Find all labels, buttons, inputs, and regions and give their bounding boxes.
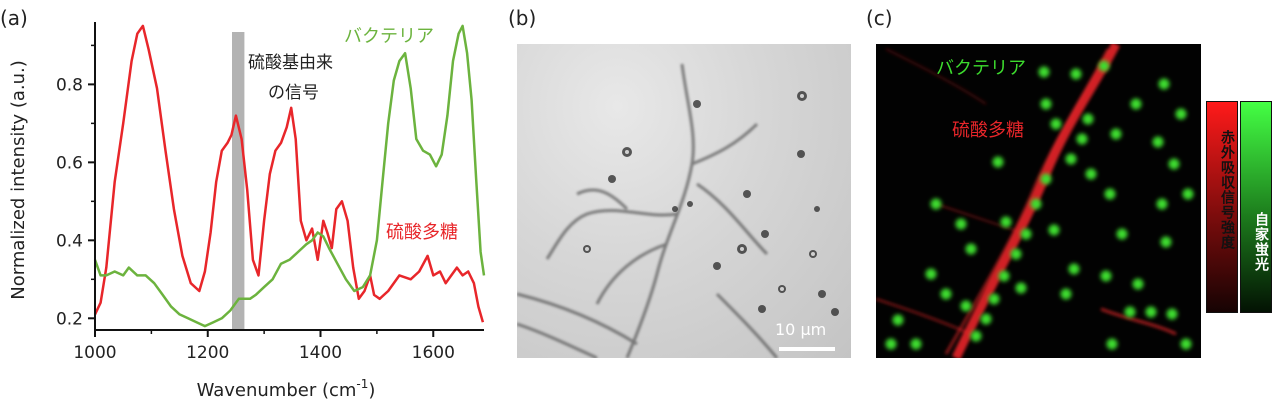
- bacterium-dot: [1040, 173, 1052, 185]
- bacterium-dot: [1082, 113, 1094, 125]
- scale-bar-label: 10 μm: [775, 320, 827, 339]
- merged-image-texture: [876, 44, 1194, 358]
- y-axis-label: Normalized intensity (a.u.): [8, 60, 29, 299]
- bacterium-dot: [1020, 228, 1032, 240]
- bacterium-dot: [1145, 306, 1157, 318]
- ir-intensity-colorbar: 赤外吸収信号強度: [1206, 101, 1238, 313]
- bacterium-dot: [970, 330, 982, 342]
- bacterium-dot: [1040, 98, 1052, 110]
- y-tick-label: 0.6: [56, 153, 83, 173]
- bacteria-autofluorescence: [885, 60, 1194, 350]
- bacterium-dot: [892, 314, 904, 326]
- bacterium-dot: [1070, 68, 1082, 80]
- bacterium-dot: [925, 268, 937, 280]
- merged-fluorescence-image: バクテリア 硫酸多糖: [876, 44, 1201, 358]
- x-axis-label-main: Wavenumber (cm: [197, 380, 357, 401]
- bacterium-dot: [980, 313, 992, 325]
- x-tick-label: 1400: [299, 343, 342, 363]
- panel-c-label: (c): [866, 6, 893, 30]
- ir-colorbar-label: 赤外吸収信号強度: [1219, 130, 1235, 250]
- x-tick-label: 1000: [73, 343, 116, 363]
- bacterium-dot: [1110, 128, 1122, 140]
- bacterium-dot: [1160, 236, 1172, 248]
- bacterium-dot: [988, 293, 1000, 305]
- bacterium-dot: [1048, 224, 1060, 236]
- tick-layer: 1000 1200 1400 1600 0.2 0.4 0.6 0.8: [56, 44, 455, 363]
- bacterium-dot: [910, 338, 922, 350]
- spectrum-chart: 1000 1200 1400 1600 0.2 0.4 0.6 0.8 Normalized …: [8, 22, 486, 401]
- x-axis-label-sup: -1: [356, 377, 368, 391]
- x-axis-label: Wavenumber (cm-1): [197, 377, 376, 401]
- bacterium-dot: [1060, 288, 1072, 300]
- bacterium-dot: [1065, 153, 1077, 165]
- panel-a-label: (a): [0, 6, 28, 30]
- bacterium-dot: [1098, 60, 1110, 72]
- panel-b-label: (b): [508, 6, 537, 30]
- bacterium-dot: [1132, 278, 1144, 290]
- bacterium-dot: [1158, 78, 1170, 90]
- y-tick-label: 0.4: [56, 231, 83, 251]
- bacterium-dot: [1130, 98, 1142, 110]
- bacterium-dot: [1000, 216, 1012, 228]
- bacterium-dot: [1068, 263, 1080, 275]
- bacterium-dot: [1104, 188, 1116, 200]
- bacteria-dots-gray: [583, 91, 839, 316]
- bacterium-dot: [1106, 338, 1118, 350]
- polysaccharide-label: 硫酸多糖: [952, 120, 1024, 141]
- bacterium-dot: [998, 270, 1010, 282]
- bacterium-dot: [1166, 308, 1178, 320]
- bacterium-dot: [885, 338, 897, 350]
- bacterium-dot: [1038, 66, 1050, 78]
- scale-bar: [779, 347, 835, 351]
- x-axis-label-end: ): [368, 380, 375, 401]
- band-label-line2: の信号: [268, 83, 319, 103]
- bacterium-dot: [1180, 338, 1192, 350]
- bacterium-dot: [1030, 198, 1042, 210]
- x-tick-label: 1200: [186, 343, 229, 363]
- bacterium-dot: [1175, 108, 1187, 120]
- series-line-0: [93, 24, 485, 323]
- band-label-line1: 硫酸基由来: [248, 53, 333, 73]
- bacterium-dot: [1010, 248, 1022, 260]
- bacterium-dot: [1015, 282, 1027, 294]
- bacterium-dot: [960, 300, 972, 312]
- brightfield-micrograph: 10 μm: [517, 44, 851, 358]
- bacterium-dot: [1124, 306, 1136, 318]
- bacterium-dot: [1152, 136, 1164, 148]
- brightfield-texture: [517, 63, 839, 358]
- series-layer: [93, 24, 486, 328]
- bacterium-dot: [1100, 270, 1112, 282]
- autofluorescence-colorbar: 自家蛍光: [1240, 101, 1272, 313]
- bacterium-dot: [992, 156, 1004, 168]
- y-tick-label: 0.8: [56, 75, 83, 95]
- bacterium-dot: [930, 198, 942, 210]
- bacterium-dot: [940, 288, 952, 300]
- series-line-1: [93, 24, 486, 328]
- bacterium-dot: [1182, 188, 1194, 200]
- sulfate-band: [231, 32, 245, 330]
- bacteria-label: バクテリア: [936, 58, 1026, 79]
- bacterium-dot: [1050, 118, 1062, 130]
- series-label-polysaccharide: 硫酸多糖: [386, 222, 458, 243]
- bacterium-dot: [1156, 198, 1168, 210]
- bacterium-dot: [1116, 228, 1128, 240]
- bacterium-dot: [1085, 168, 1097, 180]
- x-tick-label: 1600: [412, 343, 455, 363]
- y-tick-label: 0.2: [56, 309, 83, 329]
- series-label-bacteria: バクテリア: [344, 26, 434, 47]
- bacterium-dot: [1076, 133, 1088, 145]
- bacterium-dot: [965, 243, 977, 255]
- bacterium-dot: [1168, 158, 1180, 170]
- bacterium-dot: [955, 218, 967, 230]
- autofluorescence-colorbar-label: 自家蛍光: [1253, 212, 1269, 272]
